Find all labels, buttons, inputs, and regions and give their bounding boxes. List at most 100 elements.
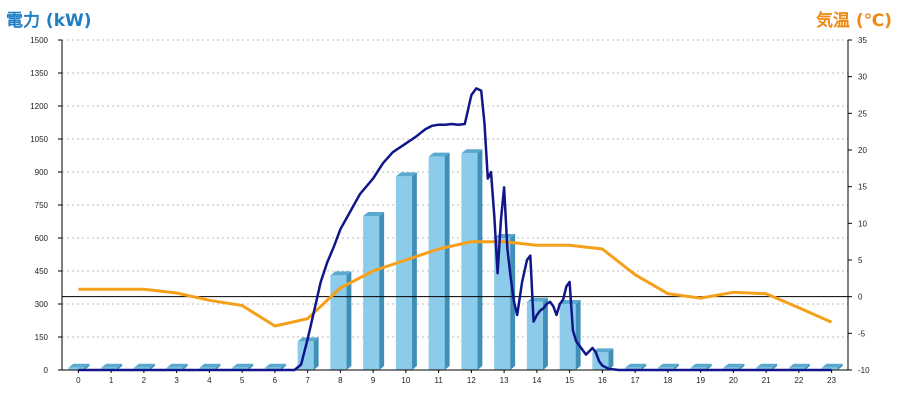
bar-side [706,363,712,370]
x-tick-label: 6 [273,376,278,385]
bar-top [166,363,188,368]
left-tick-label: 750 [35,201,49,210]
bar-top [756,363,778,368]
bar-layer [68,149,843,370]
bar-top [788,363,810,368]
x-tick-label: 4 [207,376,212,385]
x-tick-label: 12 [467,376,476,385]
bar [428,156,445,370]
bar-top [101,363,123,368]
bar-top [68,363,90,368]
bar-top [592,348,614,353]
bar-top [232,363,254,368]
bar [363,216,380,370]
bar-side [477,149,483,370]
bar [330,275,347,370]
bar-side [739,363,745,370]
bar-top [395,172,417,177]
bar-side [804,363,810,370]
left-tick-label: 300 [35,300,49,309]
bar-side [772,363,778,370]
power-line [78,87,832,372]
right-tick-label: 25 [858,109,867,118]
bar-top [264,363,286,368]
bar-side [248,363,254,370]
bar [68,367,85,370]
x-tick-label: 23 [827,376,836,385]
x-tick-label: 9 [371,376,376,385]
temperature-line [78,240,833,328]
x-tick-label: 13 [500,376,509,385]
left-tick-label: 1350 [30,69,48,78]
x-tick-label: 5 [240,376,245,385]
x-tick-label: 1 [109,376,114,385]
bar-side [673,363,679,370]
bar-top [428,152,450,157]
bar-side [117,363,123,370]
bar-side [84,363,90,370]
bar-side [510,234,516,370]
left-tick-label: 150 [35,333,49,342]
bar-top [363,212,385,216]
bar-side [313,337,319,370]
left-tick-label: 600 [35,234,49,243]
bar-top [625,363,647,368]
bar-top [461,149,483,154]
left-tick-label: 1500 [30,36,48,45]
right-axis-title: 気温 (℃) [815,11,892,31]
bar-side [215,363,221,370]
x-tick-label: 21 [762,376,771,385]
x-tick-label: 18 [663,376,672,385]
x-tick-label: 20 [729,376,738,385]
bar-top [133,363,155,368]
x-tick-label: 3 [174,376,179,385]
x-tick-label: 19 [696,376,705,385]
right-tick-label: 0 [858,293,863,302]
bar-side [379,212,385,370]
bar-top [330,271,352,276]
right-tick-label: 30 [858,73,867,82]
bar-side [411,172,417,370]
left-tick-label: 900 [35,168,49,177]
left-tick-label: 1050 [30,135,48,144]
x-tick-label: 11 [434,376,443,385]
bar-side [641,363,647,370]
right-tick-label: 10 [858,219,867,228]
bar-side [280,363,286,370]
right-tick-label: 15 [858,183,867,192]
left-tick-label: 1200 [30,102,48,111]
line-layer [78,87,833,372]
right-tick-label: 35 [858,36,867,45]
bar-top [199,363,221,368]
x-tick-label: 16 [598,376,607,385]
bar-top [821,363,843,368]
axis-layer [58,39,852,373]
bar-side [837,363,843,370]
bar-top [723,363,745,368]
bar [395,176,412,370]
bar-top [690,363,712,368]
bar-side [182,363,188,370]
bar [461,153,478,370]
left-axis-title: 電力 (kW) [6,11,92,31]
bar-top [657,363,679,368]
right-tick-label: 5 [858,256,863,265]
x-tick-label: 17 [631,376,640,385]
x-tick-label: 10 [401,376,410,385]
bar [526,301,543,370]
x-tick-label: 15 [565,376,574,385]
x-tick-label: 7 [305,376,310,385]
label-layer: 01503004506007509001050120013501500-10-5… [30,36,870,385]
x-tick-label: 22 [794,376,803,385]
bar-side [575,300,581,370]
bar-side [608,348,614,370]
bar-side [444,152,450,370]
right-tick-label: 20 [858,146,867,155]
grid-layer [62,39,848,338]
bar [559,304,576,370]
bar-side [149,363,155,370]
right-tick-label: -5 [858,329,866,338]
x-tick-label: 14 [532,376,541,385]
left-tick-label: 0 [44,366,49,375]
